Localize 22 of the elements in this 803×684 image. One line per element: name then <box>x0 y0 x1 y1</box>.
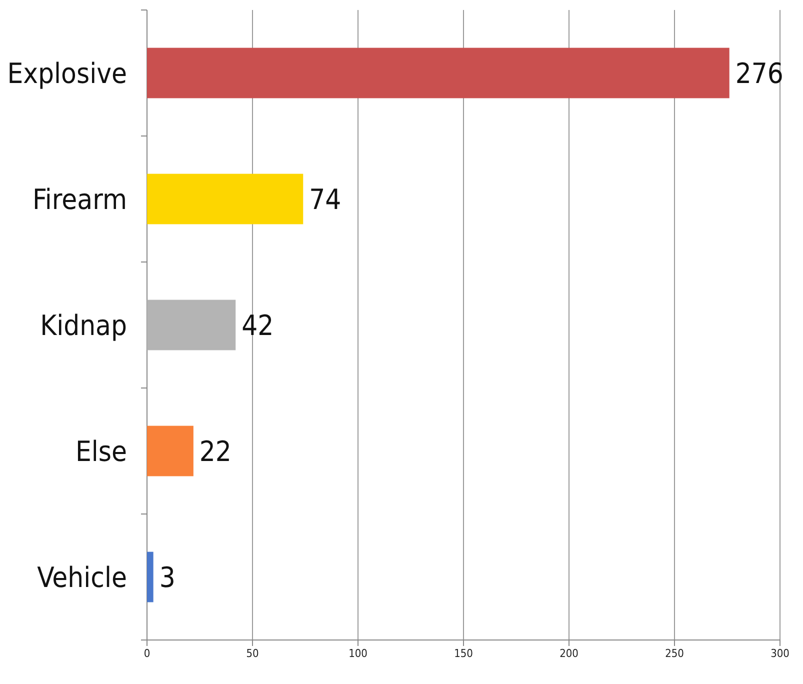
y-tick-label: Explosive <box>7 56 127 90</box>
data-label: 3 <box>159 560 176 594</box>
x-tick-label: 0 <box>144 646 150 660</box>
data-label: 74 <box>309 182 342 216</box>
bar <box>147 300 236 350</box>
x-tick-label: 200 <box>560 646 578 660</box>
x-tick-label: 250 <box>665 646 684 660</box>
x-tick-label: 50 <box>246 646 259 660</box>
data-label: 276 <box>735 56 784 90</box>
x-tick-label: 100 <box>348 646 368 660</box>
x-tick-label: 150 <box>454 646 473 660</box>
bar <box>147 552 154 602</box>
y-tick-label: Else <box>75 434 127 468</box>
y-tick-label: Vehicle <box>37 560 127 594</box>
y-tick-label: Firearm <box>32 182 127 216</box>
y-tick-label: Kidnap <box>40 308 127 342</box>
bar <box>147 48 730 98</box>
x-tick-label: 300 <box>770 646 790 660</box>
data-label: 22 <box>199 434 232 468</box>
data-label: 42 <box>242 308 274 342</box>
bar <box>147 426 194 476</box>
bar <box>147 174 304 224</box>
